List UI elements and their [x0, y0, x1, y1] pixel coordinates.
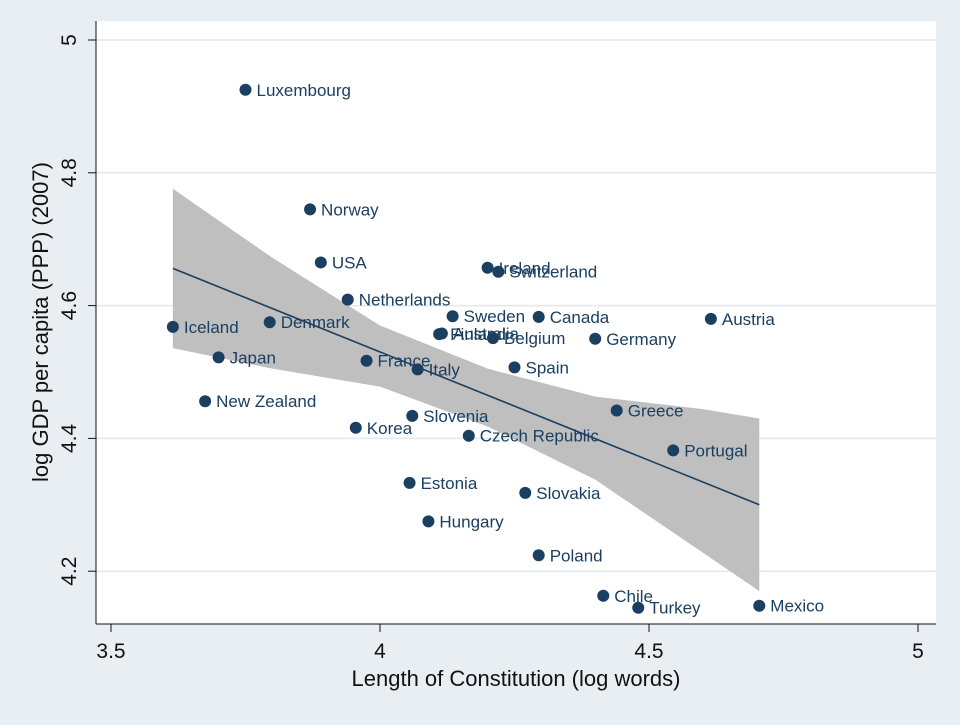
- data-point: [314, 256, 327, 269]
- data-point: [597, 589, 610, 602]
- x-tick-label: 4: [374, 640, 386, 663]
- point-label: Portugal: [684, 441, 747, 460]
- data-point: [610, 404, 623, 417]
- point-label: Netherlands: [359, 291, 451, 310]
- data-point: [403, 476, 416, 489]
- confidence-band-layer: [172, 188, 760, 592]
- data-point: [462, 429, 475, 442]
- x-tick-label: 5: [912, 640, 924, 663]
- data-point: [166, 320, 179, 333]
- data-point: [239, 83, 252, 96]
- y-tick-label: 4.6: [58, 291, 81, 320]
- data-point: [632, 601, 645, 614]
- data-point: [212, 351, 225, 364]
- data-point: [508, 361, 521, 374]
- point-label: Spain: [526, 358, 569, 377]
- data-point: [263, 316, 276, 329]
- data-point: [486, 332, 499, 345]
- point-label: Denmark: [281, 313, 350, 332]
- data-point: [532, 310, 545, 323]
- point-label: Japan: [230, 348, 276, 367]
- data-point: [589, 332, 602, 345]
- fit-line-layer: [172, 267, 760, 506]
- point-label: Greece: [628, 402, 684, 421]
- point-label: Norway: [321, 200, 379, 219]
- data-point: [406, 409, 419, 422]
- y-tick-label: 4.8: [58, 158, 81, 187]
- point-label: Iceland: [184, 318, 239, 337]
- point-label: Czech Republic: [480, 427, 600, 446]
- data-point: [492, 265, 505, 278]
- data-point: [422, 515, 435, 528]
- y-tick-label: 4.2: [58, 557, 81, 586]
- data-point: [519, 486, 532, 499]
- points-layer: Luxembourg Norway USA Netherlands Iceland Den…: [166, 81, 824, 618]
- point-label: Canada: [550, 308, 610, 327]
- data-point: [360, 354, 373, 367]
- point-label: Belgium: [504, 329, 565, 348]
- point-label: Austria: [722, 310, 775, 329]
- fit-line: [172, 267, 760, 506]
- x-tick-label: 3.5: [96, 640, 125, 663]
- point-label: Luxembourg: [257, 81, 352, 100]
- data-point: [435, 327, 448, 340]
- point-label: Germany: [606, 330, 676, 349]
- data-point: [341, 293, 354, 306]
- data-point: [199, 395, 212, 408]
- y-tick-label: 4.4: [58, 423, 81, 453]
- point-label: Sweden: [464, 307, 525, 326]
- data-point: [304, 203, 317, 216]
- data-point: [481, 261, 494, 274]
- point-label: Australia: [453, 324, 520, 343]
- data-point: [349, 421, 362, 434]
- data-point: [532, 549, 545, 562]
- data-point: [704, 312, 717, 325]
- y-tick-label: 5: [58, 34, 81, 46]
- point-label: Slovenia: [423, 407, 489, 426]
- data-point: [753, 599, 766, 612]
- point-label: Switzerland: [509, 263, 597, 282]
- data-point: [446, 310, 459, 323]
- point-label: USA: [332, 253, 368, 272]
- point-label: Ireland: [499, 259, 551, 278]
- data-point: [411, 363, 424, 376]
- point-label: Hungary: [439, 512, 504, 531]
- point-label: Korea: [367, 419, 413, 438]
- ticks-layer: 4.2 4.4 4.6 4.8 5 3.5 4 4.5 5: [58, 34, 924, 663]
- point-label: Mexico: [770, 597, 824, 616]
- x-tick-label: 4.5: [634, 640, 663, 663]
- x-axis-label: Length of Constitution (log words): [352, 666, 681, 691]
- point-label: Italy: [429, 360, 461, 379]
- confidence-band: [172, 188, 760, 592]
- point-label: Turkey: [649, 599, 701, 618]
- y-axis-label: log GDP per capita (PPP) (2007): [28, 162, 53, 482]
- data-point: [667, 444, 680, 457]
- axes-layer: [95, 21, 936, 625]
- point-label: Chile: [614, 587, 653, 606]
- point-label: Poland: [550, 546, 603, 565]
- point-label: Estonia: [421, 474, 478, 493]
- point-label: New Zealand: [216, 392, 316, 411]
- point-label: Slovakia: [536, 484, 601, 503]
